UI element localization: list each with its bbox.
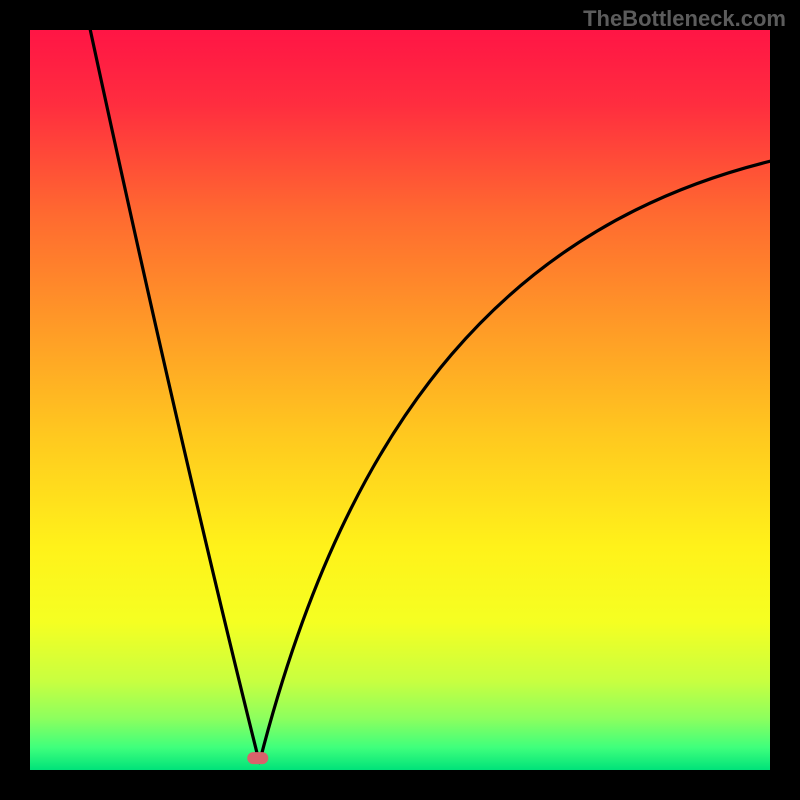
bottleneck-curve (86, 30, 771, 763)
curve-layer (30, 30, 770, 770)
watermark-text: TheBottleneck.com (583, 6, 786, 32)
chart-container: TheBottleneck.com (0, 0, 800, 800)
plot-area (30, 30, 770, 770)
plot-frame (0, 30, 800, 800)
minimum-marker (247, 752, 268, 764)
